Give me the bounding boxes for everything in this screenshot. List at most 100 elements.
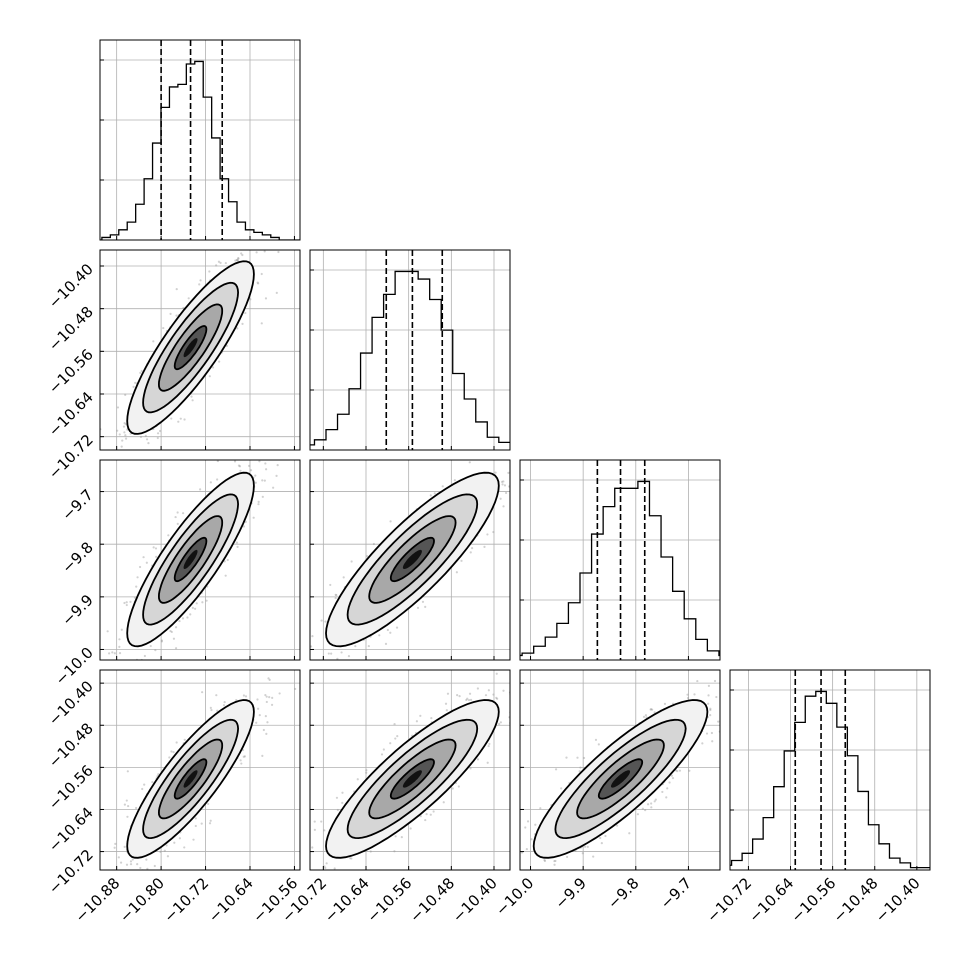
sample-point bbox=[116, 429, 119, 432]
sample-point bbox=[578, 770, 581, 773]
sample-point bbox=[365, 554, 369, 558]
sample-point bbox=[597, 743, 600, 746]
sample-point bbox=[313, 828, 316, 831]
sample-point bbox=[488, 742, 491, 746]
sample-point bbox=[190, 395, 193, 398]
sample-point bbox=[599, 836, 602, 840]
sample-point bbox=[145, 858, 148, 861]
sample-point bbox=[201, 601, 204, 604]
sample-point bbox=[396, 735, 399, 738]
density-layer bbox=[520, 669, 727, 882]
sample-point bbox=[641, 807, 644, 810]
sample-point bbox=[157, 461, 159, 463]
sample-point bbox=[135, 806, 138, 810]
sample-point bbox=[125, 601, 128, 604]
sample-point bbox=[254, 481, 257, 484]
sample-point bbox=[260, 453, 262, 455]
sample-point bbox=[134, 381, 137, 384]
sample-point bbox=[534, 503, 536, 505]
sample-point bbox=[502, 453, 504, 455]
sample-point bbox=[223, 560, 226, 563]
sample-point bbox=[441, 485, 444, 488]
sample-point bbox=[242, 456, 244, 458]
sample-point bbox=[393, 723, 396, 726]
contour-line bbox=[173, 325, 208, 371]
sample-point bbox=[444, 702, 448, 705]
sample-point bbox=[174, 515, 177, 519]
sample-point bbox=[118, 651, 122, 655]
sample-point bbox=[523, 699, 525, 701]
sample-point bbox=[226, 558, 229, 562]
contour-line bbox=[368, 738, 457, 820]
density-layer bbox=[311, 672, 525, 870]
sample-point bbox=[458, 695, 461, 698]
sample-point bbox=[468, 692, 472, 695]
sample-point bbox=[724, 669, 726, 671]
density-fill bbox=[183, 770, 198, 788]
panel-1-1 bbox=[309, 249, 511, 451]
y-tick-label: −9.7 bbox=[58, 486, 96, 524]
sample-point bbox=[270, 703, 274, 706]
sample-point bbox=[126, 815, 129, 818]
sample-point bbox=[129, 662, 131, 664]
sample-point bbox=[255, 721, 258, 724]
sample-point bbox=[347, 655, 351, 658]
sample-point bbox=[275, 474, 278, 478]
sample-point bbox=[394, 835, 397, 838]
panel-3-2 bbox=[519, 669, 727, 882]
sample-point bbox=[172, 750, 175, 754]
sample-point bbox=[511, 725, 513, 727]
density-layer bbox=[106, 453, 286, 664]
sample-point bbox=[248, 464, 251, 467]
sample-point bbox=[495, 696, 498, 699]
sample-point bbox=[365, 769, 368, 772]
sample-point bbox=[483, 545, 486, 548]
sample-point bbox=[553, 859, 556, 863]
sample-point bbox=[615, 824, 619, 827]
contour-line bbox=[173, 758, 208, 800]
sample-point bbox=[129, 863, 133, 866]
sample-point bbox=[553, 863, 556, 866]
density-layer bbox=[100, 250, 280, 463]
histogram-step bbox=[520, 480, 720, 660]
sample-point bbox=[468, 461, 471, 464]
sample-point bbox=[636, 813, 640, 816]
sample-point bbox=[124, 437, 128, 440]
sample-point bbox=[209, 706, 212, 709]
contour-line bbox=[126, 260, 255, 435]
sample-point bbox=[311, 635, 314, 638]
sample-point bbox=[165, 844, 168, 847]
sample-point bbox=[650, 708, 653, 711]
sample-point bbox=[210, 708, 213, 712]
x-tick-label: −10.72 bbox=[703, 874, 755, 926]
contour-line bbox=[157, 303, 224, 392]
contour-line bbox=[325, 699, 500, 859]
sample-point bbox=[124, 393, 127, 396]
sample-point bbox=[467, 698, 471, 702]
sample-point bbox=[175, 741, 178, 744]
sample-point bbox=[306, 607, 308, 609]
sample-point bbox=[113, 846, 116, 849]
sample-point bbox=[208, 375, 211, 378]
sample-point bbox=[168, 756, 171, 759]
density-fill bbox=[402, 549, 422, 569]
sample-point bbox=[267, 677, 270, 680]
sample-point bbox=[693, 693, 696, 696]
sample-point bbox=[709, 714, 712, 717]
sample-point bbox=[265, 732, 268, 735]
y-tick-label: −10.48 bbox=[45, 303, 97, 355]
sample-point bbox=[430, 717, 433, 720]
sample-point bbox=[176, 511, 179, 514]
sample-point bbox=[535, 880, 537, 882]
sample-point bbox=[255, 251, 258, 254]
sample-point bbox=[529, 871, 531, 873]
sample-point bbox=[676, 770, 679, 773]
sample-point bbox=[395, 626, 399, 629]
sample-point bbox=[172, 637, 176, 640]
x-tick-label: −10.64 bbox=[205, 874, 257, 926]
sample-point bbox=[429, 494, 432, 497]
sample-point bbox=[653, 711, 656, 714]
sample-point bbox=[717, 720, 720, 723]
sample-point bbox=[725, 711, 727, 713]
